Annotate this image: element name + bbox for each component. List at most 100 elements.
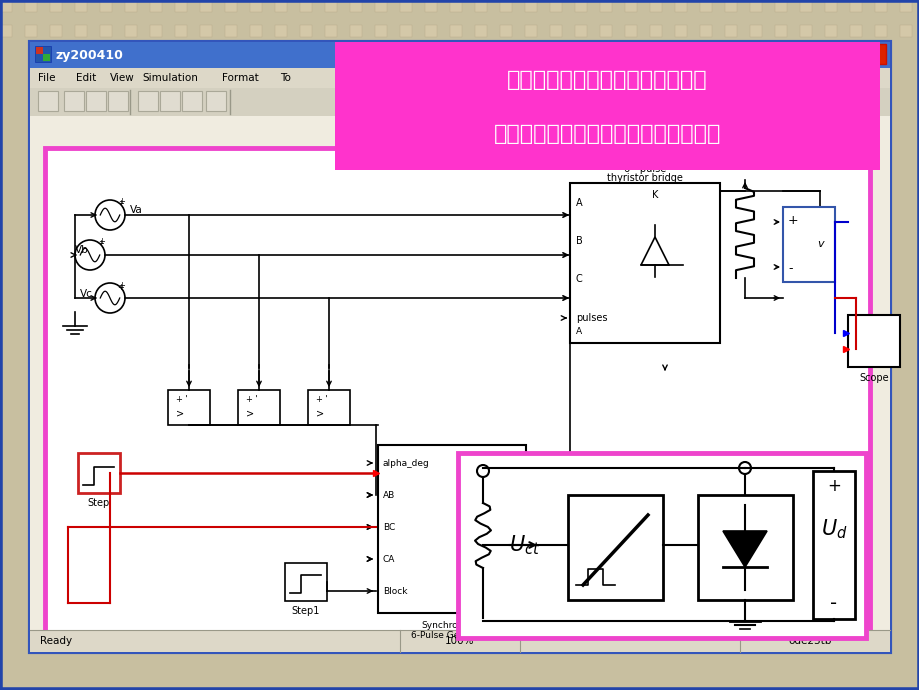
Bar (349, 0, 361, 12)
Bar (300, 0, 312, 12)
Bar (25, 25, 37, 37)
Bar (78, 453, 119, 493)
Text: thyristor bridge: thyristor bridge (607, 173, 682, 183)
Bar (199, 0, 211, 12)
Text: A: A (575, 198, 582, 208)
Bar (30, 116, 889, 630)
Text: 有把实际电路仿真出来！什么环节呢？: 有把实际电路仿真出来！什么环节呢？ (494, 124, 720, 144)
Bar (300, 25, 312, 37)
Bar (206, 91, 226, 111)
Text: + ': + ' (245, 395, 257, 404)
Text: >: > (176, 409, 184, 419)
Bar (749, 25, 761, 37)
Bar (699, 0, 711, 12)
Bar (458, 453, 865, 638)
Text: X: X (868, 48, 878, 61)
Bar (499, 0, 512, 12)
Text: B: B (575, 236, 582, 246)
Bar (35, 46, 51, 62)
Bar (824, 0, 836, 12)
Bar (599, 25, 611, 37)
Text: $U_d$: $U_d$ (820, 518, 846, 541)
Bar (375, 0, 387, 12)
Text: v: v (817, 239, 823, 249)
Text: Vb: Vb (75, 245, 88, 255)
Bar (45, 148, 869, 638)
Bar (36, 47, 43, 54)
Polygon shape (722, 531, 766, 567)
Bar (849, 25, 861, 37)
Bar (525, 25, 537, 37)
Text: K: K (651, 190, 657, 200)
Bar (874, 0, 886, 12)
Text: +: + (826, 477, 840, 495)
Text: Step1: Step1 (291, 606, 320, 616)
Bar (199, 25, 211, 37)
Bar (30, 88, 889, 116)
Text: >: > (245, 409, 254, 419)
Text: +: + (119, 281, 125, 290)
Text: To: To (279, 73, 290, 83)
Bar (567, 495, 663, 600)
Bar (225, 25, 237, 37)
Bar (275, 0, 287, 12)
Bar (624, 25, 636, 37)
Bar (349, 25, 361, 37)
Bar (698, 495, 792, 600)
Bar (30, 42, 889, 68)
Bar (400, 25, 412, 37)
Bar (400, 0, 412, 12)
Bar (675, 25, 686, 37)
Bar (650, 25, 662, 37)
Bar (100, 25, 112, 37)
Bar (100, 0, 112, 12)
Text: Synchronized: Synchronized (421, 620, 482, 629)
Bar (125, 0, 137, 12)
Bar (800, 0, 811, 12)
Text: Simulation: Simulation (142, 73, 198, 83)
Text: ode23tb: ode23tb (788, 636, 831, 646)
Text: pulses: pulses (575, 313, 607, 323)
Bar (75, 0, 87, 12)
Bar (499, 25, 512, 37)
Bar (308, 390, 349, 425)
Text: File: File (38, 73, 55, 83)
Bar (275, 25, 287, 37)
Text: Ready: Ready (40, 636, 72, 646)
Text: pulses: pulses (530, 493, 558, 502)
Bar (749, 0, 761, 12)
Text: Scope: Scope (858, 373, 888, 383)
Bar (724, 25, 736, 37)
Text: Format: Format (221, 73, 258, 83)
Bar (250, 0, 262, 12)
Bar (250, 25, 262, 37)
Polygon shape (641, 237, 668, 265)
Bar (724, 0, 736, 12)
Bar (38, 91, 58, 111)
Text: C: C (575, 274, 582, 284)
Text: 100%: 100% (445, 636, 474, 646)
Bar (375, 25, 387, 37)
Text: Block: Block (382, 586, 407, 595)
Bar (899, 0, 911, 12)
Bar (50, 0, 62, 12)
Bar (449, 25, 461, 37)
Bar (782, 207, 834, 282)
Bar (899, 25, 911, 37)
Bar (599, 0, 611, 12)
Bar (574, 25, 586, 37)
Text: CA: CA (382, 555, 395, 564)
Bar (285, 563, 326, 601)
Bar (525, 0, 537, 12)
Bar (861, 44, 885, 64)
Bar (43, 54, 50, 61)
Bar (225, 0, 237, 12)
Bar (550, 25, 562, 37)
Bar (699, 25, 711, 37)
Bar (168, 390, 210, 425)
Bar (624, 0, 636, 12)
Bar (30, 68, 889, 88)
Bar (474, 25, 486, 37)
Text: A: A (575, 326, 582, 335)
Text: +: + (788, 213, 798, 226)
